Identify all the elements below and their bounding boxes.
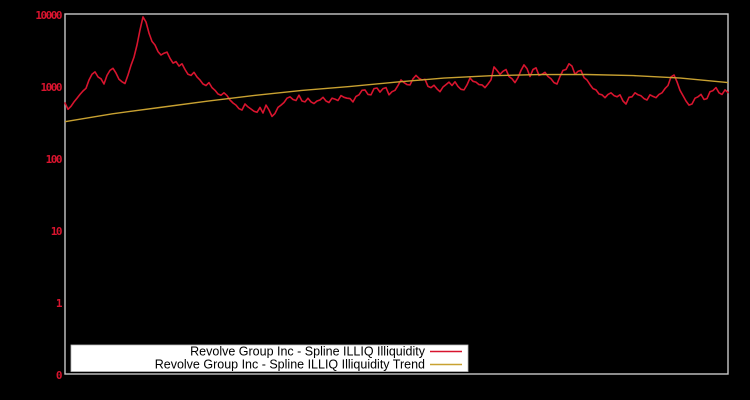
y-tick-label: 100: [46, 153, 62, 166]
y-tick-label: 0: [56, 369, 62, 382]
y-tick-label: 10000: [35, 9, 61, 22]
illiq-series-line: [64, 16, 729, 118]
plot-area-border: [64, 13, 729, 375]
y-tick-label: 10: [51, 225, 62, 238]
legend-label-illiq: Revolve Group Inc - Spline ILLIQ Illiqui…: [190, 345, 426, 359]
y-tick-label: 1: [56, 297, 63, 310]
y-tick-label: 1000: [41, 81, 62, 94]
legend: Revolve Group Inc - Spline ILLIQ Illiqui…: [70, 344, 469, 372]
illiq-trend-line: [64, 73, 729, 123]
legend-label-trend: Revolve Group Inc - Spline ILLIQ Illiqui…: [155, 358, 425, 372]
legend-background: [70, 344, 469, 372]
